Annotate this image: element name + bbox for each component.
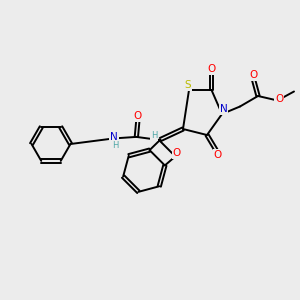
Text: H: H [112,140,119,149]
Text: N: N [220,104,227,115]
Text: O: O [173,148,181,158]
Text: N: N [110,132,118,142]
Text: H: H [151,131,157,140]
Text: O: O [207,64,216,74]
Text: O: O [134,111,142,121]
Text: O: O [213,149,222,160]
Text: O: O [249,70,258,80]
Text: O: O [275,94,283,104]
Text: S: S [184,80,191,91]
